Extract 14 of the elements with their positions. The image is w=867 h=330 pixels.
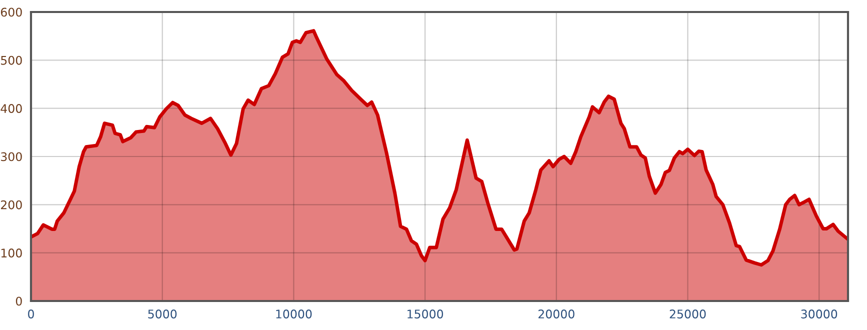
y-tick-label: 0 [16, 296, 22, 306]
y-tick-label: 300 [1, 152, 22, 162]
x-tick-label: 25000 [670, 310, 706, 318]
y-tick-label: 200 [1, 200, 22, 210]
y-tick-label: 600 [0, 8, 22, 17]
x-tick-label: 10000 [276, 310, 312, 318]
x-tick-label: 20000 [538, 310, 574, 318]
x-tick-label: 0 [28, 310, 34, 318]
y-tick-label: 400 [0, 104, 22, 113]
x-tick-label: 5000 [148, 310, 177, 318]
y-tick-label: 100 [1, 248, 22, 258]
x-tick-label: 30000 [801, 310, 838, 318]
x-tick-label: 15000 [408, 310, 444, 318]
y-tick-label: 500 [1, 56, 22, 65]
